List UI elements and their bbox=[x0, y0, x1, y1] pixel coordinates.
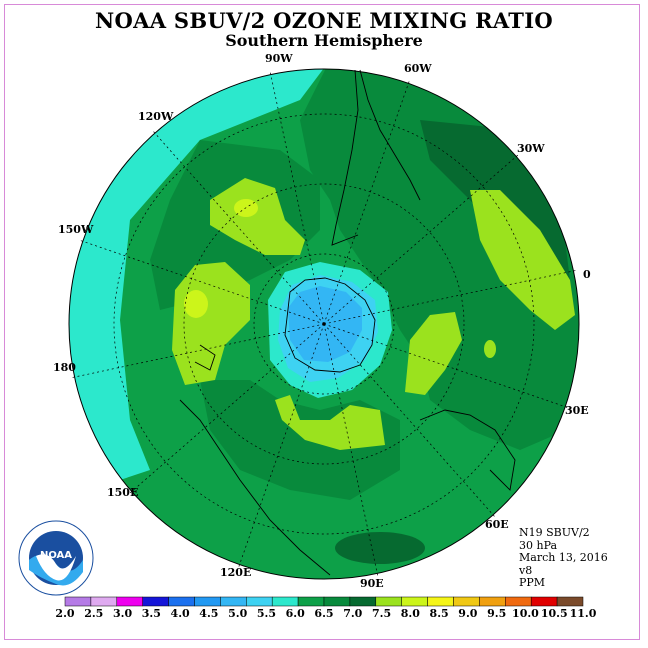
lon-label-90w: 90W bbox=[265, 52, 293, 65]
new-zealand-coast bbox=[194, 344, 216, 371]
colorbar-swatch bbox=[505, 596, 532, 607]
south-america-east bbox=[359, 69, 421, 201]
lon-label-120w: 120W bbox=[138, 110, 174, 123]
map-subtitle: Southern Hemisphere bbox=[225, 31, 423, 50]
lon-label-180: 180 bbox=[53, 361, 76, 374]
colorbar-swatch bbox=[427, 596, 454, 607]
coastlines bbox=[179, 69, 516, 576]
colorbar-tick-label: 6.5 bbox=[314, 607, 334, 620]
colorbar-swatch bbox=[375, 596, 402, 607]
colorbar-swatch bbox=[142, 596, 169, 607]
contour-7-5-south bbox=[335, 532, 425, 564]
contour-6-0-outer bbox=[69, 69, 330, 500]
colorbar-tick-label: 2.5 bbox=[84, 607, 104, 620]
lon-label-30w: 30W bbox=[517, 142, 545, 155]
colorbar-swatch bbox=[556, 596, 584, 607]
colorbar-tick-label: 9.5 bbox=[487, 607, 507, 620]
south-america-coast bbox=[331, 69, 359, 246]
noaa-logo-text: NOAA bbox=[40, 550, 72, 561]
colorbar-tick-label: 11.0 bbox=[569, 607, 597, 620]
info-version: v8 bbox=[519, 563, 533, 577]
colorbar-swatch bbox=[246, 596, 273, 607]
colorbar-tick-label: 5.0 bbox=[228, 607, 248, 620]
colorbar-tick-label: 3.5 bbox=[141, 607, 161, 620]
colorbar-tick-label: 8.0 bbox=[400, 607, 420, 620]
contour-8-0-east bbox=[470, 190, 575, 330]
noaa-logo: NOAA bbox=[18, 520, 94, 596]
map-title: NOAA SBUV/2 OZONE MIXING RATIO bbox=[95, 8, 553, 33]
info-satellite: N19 SBUV/2 bbox=[519, 526, 590, 539]
colorbar-swatch bbox=[297, 596, 325, 607]
colorbar-tick-label: 7.5 bbox=[371, 607, 392, 620]
colorbar-tick-label: 9.0 bbox=[458, 607, 478, 620]
colorbar-swatch bbox=[168, 596, 195, 607]
colorbar-swatch bbox=[220, 596, 247, 607]
colorbar-tick-label: 10.0 bbox=[512, 607, 539, 620]
colorbar-swatch bbox=[323, 596, 351, 607]
colorbar-swatch bbox=[479, 596, 506, 607]
info-date: March 13, 2016 bbox=[519, 551, 608, 564]
info-pressure: 30 hPa bbox=[519, 538, 558, 552]
australia-coast bbox=[419, 409, 516, 491]
antarctica-coast bbox=[284, 277, 376, 373]
contour-8-0-south bbox=[275, 395, 385, 450]
colorbar-tick-label: 5.5 bbox=[256, 607, 277, 620]
colorbar-swatch bbox=[530, 596, 558, 607]
contour-8-0-north bbox=[210, 178, 305, 255]
lon-label-90e: 90E bbox=[360, 577, 384, 590]
colorbar-swatch bbox=[453, 596, 480, 607]
figure-frame bbox=[4, 4, 640, 640]
colorbar-swatch bbox=[64, 596, 92, 607]
contour-8-0-dot bbox=[484, 340, 496, 358]
colorbar-tick-label: 3.0 bbox=[112, 607, 133, 620]
lon-label-150w: 150W bbox=[58, 223, 94, 236]
colorbar-swatch bbox=[349, 596, 377, 607]
info-units: PPM bbox=[519, 576, 546, 589]
contour-8-0-east-small bbox=[405, 312, 462, 395]
colorbar-swatch bbox=[116, 596, 143, 607]
lon-label-120e: 120E bbox=[220, 566, 252, 579]
colorbar-swatch bbox=[90, 596, 118, 607]
lon-label-150e: 150E bbox=[107, 486, 139, 499]
lon-label-0: 0 bbox=[583, 268, 591, 281]
colorbar-tick-label: 10.5 bbox=[540, 607, 568, 620]
lon-label-30e: 30E bbox=[565, 404, 589, 417]
colorbar-tick-label: 7.0 bbox=[343, 607, 363, 620]
contour-8-5-west bbox=[184, 290, 208, 318]
colorbar-swatch bbox=[271, 596, 299, 607]
colorbar-tick-label: 6.0 bbox=[285, 607, 305, 620]
colorbar-tick-label: 2.0 bbox=[55, 607, 75, 620]
lon-label-60w: 60W bbox=[404, 62, 432, 75]
graticule bbox=[69, 70, 579, 578]
map-border bbox=[68, 68, 580, 580]
colorbar-swatch bbox=[194, 596, 221, 607]
colorbar-tick-label: 4.5 bbox=[199, 607, 219, 620]
asia-coast bbox=[179, 399, 331, 576]
colorbar-tick-label: 8.5 bbox=[429, 607, 449, 620]
colorbar-swatch bbox=[401, 596, 428, 607]
lon-label-60e: 60E bbox=[485, 518, 509, 531]
info-block: N19 SBUV/2 30 hPa March 13, 2016 v8 PPM bbox=[519, 526, 608, 590]
colorbar-tick-label: 4.0 bbox=[170, 607, 190, 620]
